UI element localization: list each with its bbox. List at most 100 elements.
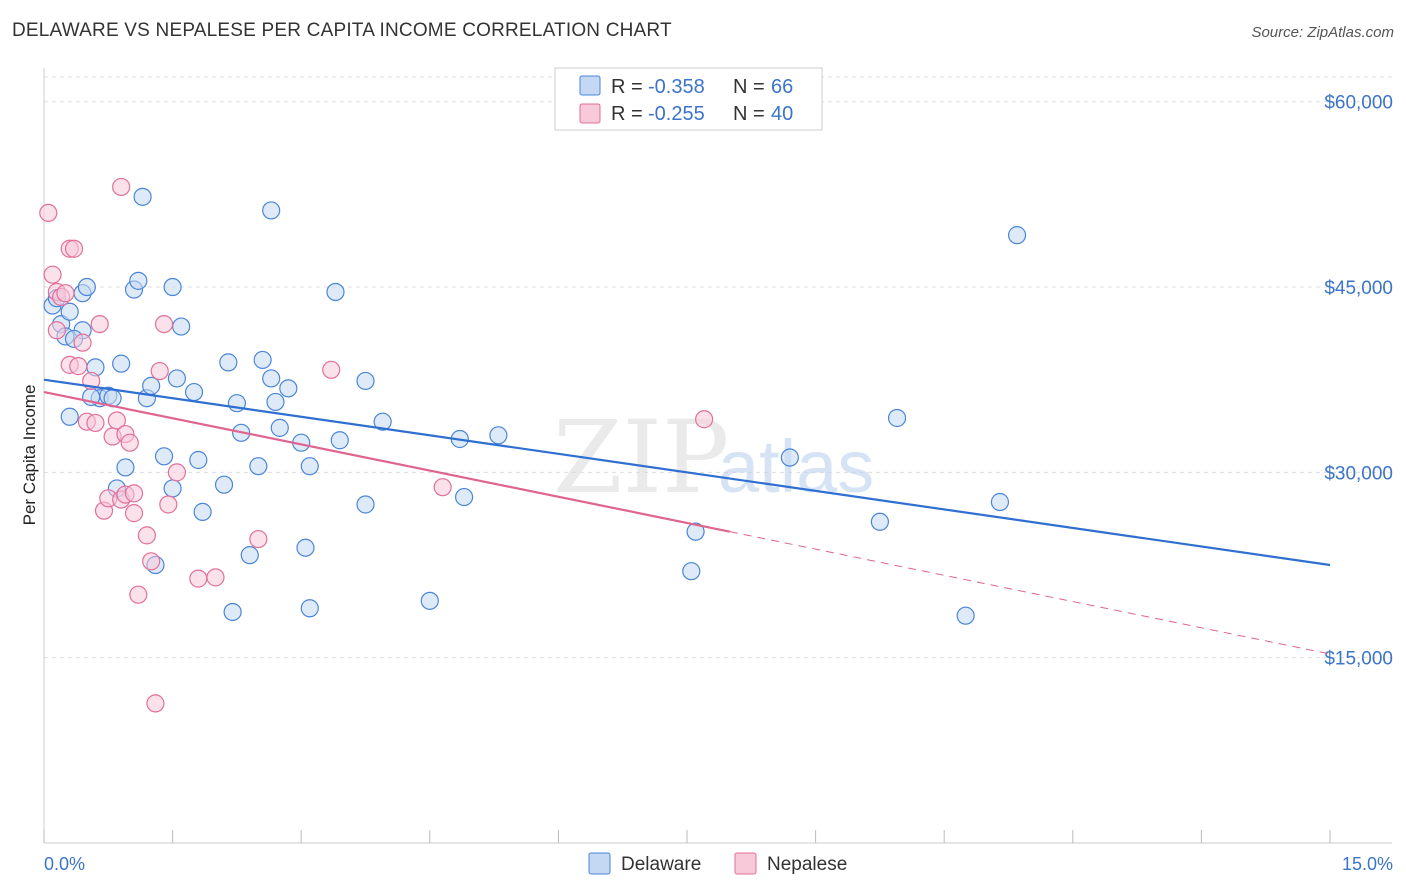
delaware-point [214, 475, 234, 494]
nepalese-point [695, 410, 714, 429]
nepalese-point [56, 284, 75, 303]
y-axis-title: Per Capita Income [20, 385, 39, 526]
x-tick-labels: 0.0% 15.0% [44, 854, 1393, 874]
delaware-point [686, 522, 705, 541]
nepalese-trend-extension [729, 531, 1331, 655]
y-tick-label: $30,000 [1324, 463, 1393, 484]
delaware-point [956, 606, 975, 625]
nepalese-point [73, 333, 92, 352]
nepalese-point [39, 203, 58, 223]
delaware-point [270, 418, 289, 437]
delaware-point [887, 408, 907, 428]
delaware-point [454, 487, 474, 507]
delaware-point [356, 371, 375, 391]
watermark-atlas: atlas [718, 425, 874, 508]
delaware-point [184, 382, 204, 402]
delaware-point [142, 376, 161, 395]
legend-n-value-nepalese: 40 [771, 103, 793, 125]
legend-n-label-delaware: N = [733, 76, 765, 98]
delaware-point [330, 431, 349, 450]
delaware-point [133, 187, 152, 206]
delaware-points [43, 187, 1027, 625]
delaware-point [60, 302, 79, 321]
nepalese-point [146, 694, 165, 713]
delaware-point [266, 392, 285, 412]
nepalese-points [39, 177, 714, 713]
delaware-point [172, 317, 191, 336]
watermark: ZIP atlas [553, 399, 874, 516]
delaware-point [682, 562, 701, 581]
nepalese-point [47, 321, 66, 340]
delaware-point [253, 350, 272, 370]
nepalese-point [322, 360, 341, 379]
delaware-point [189, 450, 208, 470]
delaware-point [262, 369, 281, 388]
delaware-point [300, 457, 319, 476]
nepalese-point [90, 314, 109, 334]
nepalese-point [137, 526, 156, 545]
nepalese-point [249, 529, 268, 549]
delaware-point [129, 271, 148, 290]
delaware-point [60, 407, 79, 426]
nepalese-point [189, 569, 208, 588]
delaware-point [279, 379, 298, 398]
nepalese-point [142, 552, 161, 571]
nepalese-series-label: Nepalese [767, 854, 847, 875]
nepalese-point [86, 413, 105, 433]
delaware-point [154, 447, 174, 466]
nepalese-point [112, 177, 131, 197]
delaware-point [163, 479, 182, 498]
delaware-point [167, 369, 186, 388]
delaware-legend-swatch [579, 75, 601, 96]
delaware-point [193, 502, 212, 521]
delaware-point [300, 599, 319, 618]
delaware-point [249, 457, 268, 476]
nepalese-point [167, 463, 186, 482]
legend-r-label-nepalese: R = [611, 103, 643, 125]
delaware-point [373, 412, 392, 431]
y-tick-label: $15,000 [1324, 649, 1393, 670]
x-tick-label-max: 15.0% [1342, 854, 1393, 874]
nepalese-point [206, 568, 225, 587]
nepalese-point [64, 239, 84, 258]
legend-r-value-nepalese: -0.255 [648, 103, 705, 125]
nepalese-point [150, 361, 169, 381]
series-legend: Delaware Nepalese [588, 852, 847, 875]
nepalese-point [433, 478, 452, 497]
delaware-point [420, 591, 439, 610]
nepalese-point [154, 314, 174, 334]
trend-lines [43, 378, 1331, 655]
delaware-point [1007, 226, 1027, 245]
delaware-point [219, 353, 238, 372]
delaware-point [116, 458, 135, 477]
x-tick-label-min: 0.0% [44, 854, 85, 874]
delaware-point [77, 277, 96, 297]
nepalese-legend-swatch [579, 103, 601, 124]
delaware-point [296, 538, 315, 557]
delaware-point [356, 495, 375, 514]
legend-n-value-delaware: 66 [771, 76, 793, 98]
nepalese-point [120, 433, 139, 452]
correlation-legend: R = -0.358 N = 66 R = -0.255 N = 40 [554, 67, 823, 131]
delaware-point [163, 277, 182, 297]
y-tick-label: $60,000 [1324, 93, 1393, 114]
nepalese-trend-line [43, 390, 731, 533]
nepalese-point [107, 411, 126, 430]
delaware-series-swatch [588, 852, 611, 875]
source-label: Source: ZipAtlas.com [1251, 24, 1394, 41]
delaware-point [489, 426, 508, 445]
legend-r-label-delaware: R = [611, 76, 643, 98]
delaware-point [240, 546, 259, 565]
nepalese-point [124, 484, 144, 503]
legend-r-value-delaware: -0.358 [648, 76, 705, 98]
delaware-point [780, 448, 799, 467]
chart-title: DELAWARE VS NEPALESE PER CAPITA INCOME C… [12, 20, 672, 41]
nepalese-point [129, 585, 148, 604]
delaware-point [112, 354, 131, 373]
nepalese-series-swatch [734, 852, 757, 875]
nepalese-point [69, 357, 88, 376]
nepalese-point [159, 495, 178, 514]
nepalese-point [124, 504, 144, 523]
grid [44, 76, 1392, 659]
